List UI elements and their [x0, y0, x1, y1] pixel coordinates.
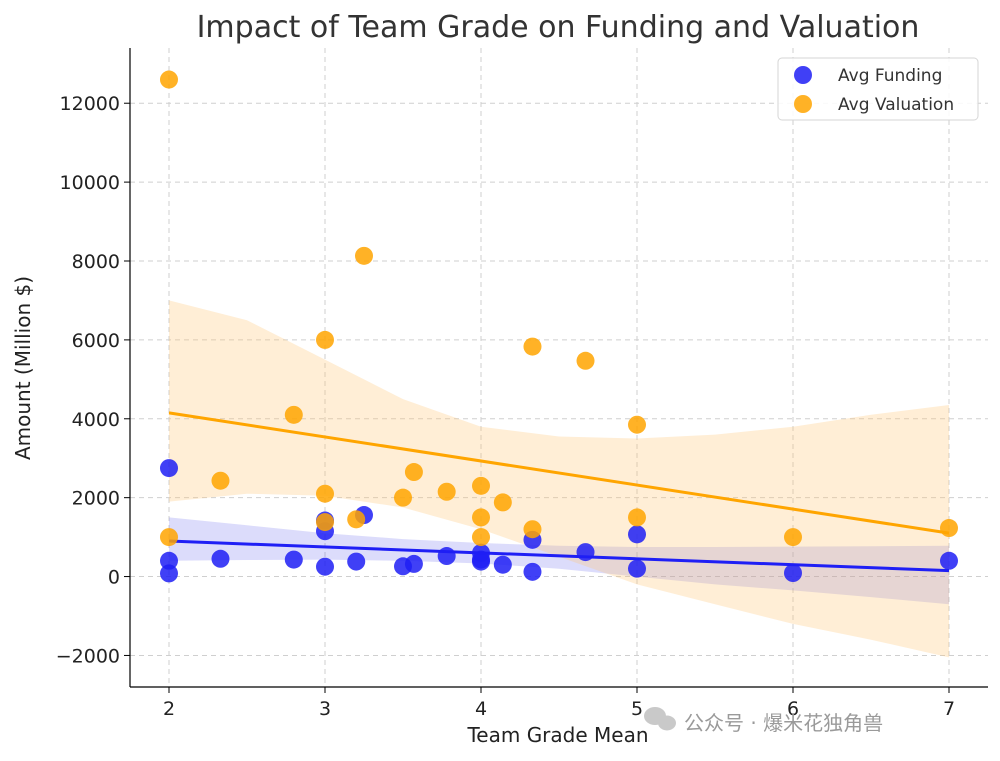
funding-point	[472, 543, 490, 562]
funding-point	[628, 559, 646, 578]
funding-point	[316, 557, 334, 576]
valuation-point	[211, 471, 230, 490]
legend-label-funding: Avg Funding	[838, 66, 942, 86]
y-tick-label: 0	[108, 567, 120, 589]
data-points	[160, 70, 958, 583]
trend-lines	[168, 411, 950, 573]
funding-point	[576, 543, 595, 562]
funding-point	[404, 554, 423, 573]
valuation-point	[347, 510, 366, 529]
watermark-text: 公众号 · 爆米花独角兽	[684, 711, 883, 735]
funding-point	[211, 549, 230, 568]
valuation-point	[284, 405, 303, 424]
legend-box	[777, 57, 979, 121]
chart-title: Impact of Team Grade on Funding and Valu…	[197, 10, 920, 45]
funding-point	[493, 555, 512, 574]
valuation-point	[628, 508, 646, 527]
funding-point	[284, 550, 303, 569]
x-axis-label: Team Grade Mean	[466, 723, 648, 747]
funding-point	[784, 564, 802, 583]
x-tick-label: 7	[943, 698, 955, 720]
valuation-point	[472, 508, 490, 527]
y-tick-label: 6000	[72, 330, 120, 352]
funding-trend-line	[168, 539, 950, 573]
legend-marker-funding	[794, 66, 812, 84]
funding-point	[437, 547, 456, 566]
y-tick-label: 8000	[72, 251, 120, 273]
confidence-bands	[169, 300, 949, 658]
y-tick-label: 4000	[72, 409, 120, 431]
valuation-point	[784, 528, 802, 547]
valuation-point	[404, 463, 423, 482]
funding-point	[940, 551, 958, 570]
y-axis-label: Amount (Million $)	[11, 276, 35, 460]
y-tick-label: −2000	[56, 645, 120, 667]
y-tick-label: 2000	[72, 488, 120, 510]
legend: Avg Funding Avg Valuation	[777, 57, 979, 121]
funding-point	[628, 525, 646, 544]
tick-labels: 2 3 4 5 6 7 −2000 0 2000 4000 6000 8000 10000 12000	[56, 93, 955, 720]
valuation-point	[437, 482, 456, 501]
legend-label-valuation: Avg Valuation	[838, 95, 954, 115]
funding-point	[347, 552, 366, 571]
valuation-point	[576, 351, 595, 370]
y-tick-label: 10000	[60, 172, 120, 194]
valuation-confidence-band	[169, 300, 949, 658]
funding-point	[160, 551, 178, 570]
axes	[124, 48, 988, 693]
valuation-point	[394, 488, 412, 507]
valuation-point	[316, 330, 334, 349]
valuation-point	[940, 519, 958, 538]
valuation-point	[316, 513, 334, 532]
funding-point	[160, 459, 178, 478]
wechat-icon	[644, 707, 676, 731]
valuation-point	[160, 70, 178, 89]
valuation-point	[493, 493, 512, 512]
funding-point	[160, 564, 178, 583]
funding-point	[523, 562, 542, 581]
legend-marker-valuation	[794, 95, 812, 113]
valuation-point	[316, 484, 334, 503]
valuation-point	[472, 528, 490, 547]
valuation-point	[472, 476, 490, 495]
valuation-point	[628, 415, 646, 434]
y-tick-label: 12000	[60, 93, 120, 115]
x-tick-label: 2	[163, 698, 175, 720]
x-tick-label: 4	[475, 698, 487, 720]
valuation-point	[160, 528, 178, 547]
valuation-trend-line	[168, 411, 950, 535]
valuation-point	[523, 337, 542, 356]
valuation-point	[355, 246, 373, 265]
x-tick-label: 3	[319, 698, 331, 720]
watermark: 公众号 · 爆米花独角兽	[644, 707, 883, 735]
valuation-point	[523, 520, 542, 539]
funding-confidence-band	[169, 517, 949, 605]
x-tick-label: 5	[631, 698, 643, 720]
x-tick-label: 6	[787, 698, 799, 720]
